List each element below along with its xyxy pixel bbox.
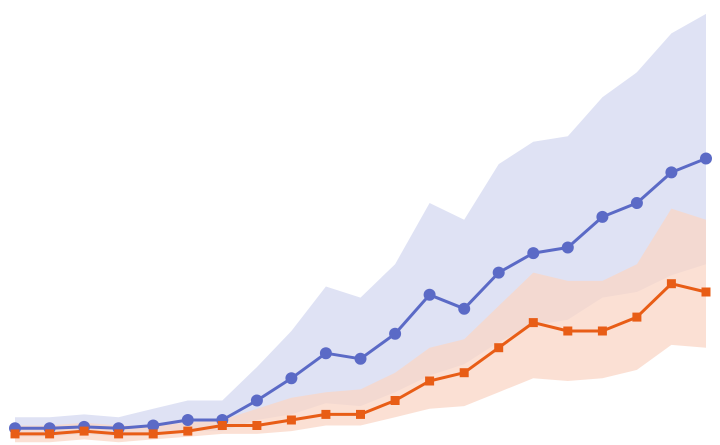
series-2-point	[632, 312, 642, 322]
confidence-bands	[15, 13, 706, 443]
series-1-point	[423, 288, 436, 301]
series-2-point	[701, 287, 711, 297]
series-2-point	[148, 429, 158, 439]
series-2-point	[356, 409, 365, 419]
series-1-point	[285, 372, 298, 385]
series-1-point	[527, 247, 540, 260]
series-1-point	[561, 241, 574, 254]
series-1-point	[389, 327, 402, 340]
series-2-point	[79, 426, 89, 436]
series-2-band	[15, 208, 706, 443]
series-1-point	[492, 266, 505, 279]
series-1-point	[700, 152, 712, 165]
series-2-point	[666, 279, 676, 289]
series-1-band	[15, 13, 706, 437]
series-1-point	[319, 347, 332, 360]
series-2-point	[45, 429, 55, 439]
series-2-point	[563, 326, 573, 336]
series-2-point	[183, 426, 193, 436]
series-1-point	[354, 352, 367, 365]
series-2-point	[597, 326, 607, 336]
series-2-point	[286, 415, 296, 425]
series-2-point	[390, 396, 400, 405]
series-1-point	[665, 166, 678, 179]
series-2-point	[217, 421, 227, 430]
series-2-point	[252, 421, 262, 430]
series-2-point	[114, 429, 124, 439]
series-2-point	[528, 318, 538, 328]
series-2-point	[321, 409, 331, 419]
series-1-point	[147, 419, 160, 432]
series-markers	[9, 152, 712, 439]
series-2-point	[459, 368, 469, 378]
series-1-point	[630, 197, 643, 209]
series-1-point	[250, 394, 263, 407]
series-1-point	[181, 414, 194, 426]
series-1-point	[596, 210, 609, 223]
series-1-point	[458, 302, 471, 315]
series-2-point	[10, 429, 20, 439]
series-2-point	[425, 376, 435, 386]
series-2-point	[494, 343, 504, 353]
